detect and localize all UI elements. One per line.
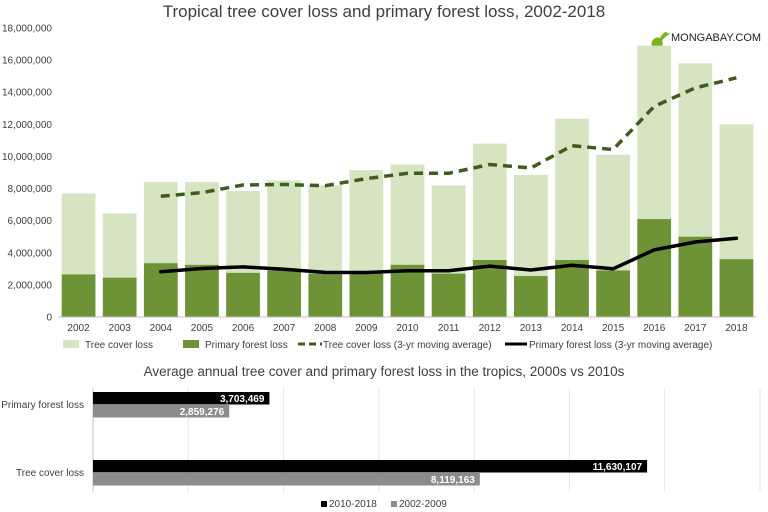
primary-forest-loss-bar [267, 270, 302, 317]
primary-forest-loss-bar [185, 264, 219, 317]
primary-forest-loss-bar [678, 236, 713, 317]
bar-2010-2018 [93, 392, 270, 405]
legend-label-primary-forest-loss: Primary forest loss [205, 340, 288, 351]
x-tick-label: 2002 [67, 323, 90, 334]
bar-2002-2009 [93, 473, 480, 486]
bottom-legend: 2010-2018 2002-2009 [321, 499, 447, 510]
bottom-bars: 3,703,469 2,859,276 11,630,107 8,119,163 [93, 392, 648, 486]
legend-swatch-tree-cover-loss [63, 340, 79, 348]
top-legend: Tree cover loss Primary forest loss Tree… [63, 340, 712, 351]
bar-2002-2009 [93, 405, 230, 418]
primary-forest-loss-bar [555, 260, 589, 317]
y-tick-label: 18,000,000 [2, 24, 52, 35]
category-label: Tree cover loss [16, 468, 84, 479]
tree-cover-loss-avg-line [160, 76, 737, 199]
primary-forest-loss-bar [61, 274, 96, 317]
legend-label-tree-cover-avg: Tree cover loss (3-yr moving average) [323, 340, 492, 351]
x-tick-label: 2005 [191, 323, 214, 334]
primary-forest-loss-bar [719, 259, 754, 317]
x-tick-label: 2016 [643, 323, 666, 334]
x-tick-label: 2017 [684, 323, 707, 334]
legend-label-2010-2018: 2010-2018 [329, 499, 377, 510]
data-label: 11,630,107 [593, 462, 643, 473]
x-tick-label: 2006 [232, 323, 255, 334]
top-y-axis: 0 2,000,000 4,000,000 6,000,000 8,000,000 10,… [2, 24, 53, 324]
data-label: 8,119,163 [431, 475, 475, 486]
primary-forest-loss-bar [349, 273, 384, 317]
top-x-axis: 2002 2003 2004 2005 2006 2007 2008 2009 2010 2011… [67, 323, 748, 334]
y-tick-label: 16,000,000 [2, 56, 52, 67]
primary-forest-loss-bar [431, 273, 466, 317]
y-tick-label: 8,000,000 [8, 184, 53, 195]
gecko-eye-icon [666, 30, 670, 34]
x-tick-label: 2011 [438, 323, 460, 334]
primary-forest-loss-bar [596, 270, 630, 317]
y-tick-label: 0 [46, 313, 52, 324]
x-tick-label: 2009 [355, 323, 378, 334]
y-tick-label: 10,000,000 [2, 152, 52, 163]
x-tick-label: 2007 [273, 323, 296, 334]
legend-swatch-2010-2018 [321, 501, 327, 507]
legend-label-2002-2009: 2002-2009 [399, 499, 447, 510]
legend-label-primary-avg: Primary forest loss (3-yr moving average… [529, 340, 712, 351]
y-tick-label: 6,000,000 [8, 216, 53, 227]
y-tick-label: 2,000,000 [8, 280, 53, 291]
y-tick-label: 12,000,000 [2, 120, 52, 131]
legend-swatch-2002-2009 [391, 501, 397, 507]
x-tick-label: 2018 [725, 323, 748, 334]
x-tick-label: 2015 [602, 323, 625, 334]
bottom-chart-title: Average annual tree cover and primary fo… [144, 364, 625, 379]
legend-label-tree-cover-loss: Tree cover loss [85, 340, 153, 351]
primary-forest-loss-avg-line [159, 236, 739, 275]
y-tick-label: 4,000,000 [8, 248, 53, 259]
moving-average-lines [159, 76, 739, 275]
chart-title: Tropical tree cover loss and primary for… [163, 2, 606, 21]
x-tick-label: 2010 [396, 323, 419, 334]
x-tick-label: 2013 [520, 323, 543, 334]
y-tick-label: 14,000,000 [2, 88, 52, 99]
primary-forest-loss-bar [637, 219, 672, 317]
x-tick-label: 2008 [314, 323, 337, 334]
primary-forest-loss-bar [390, 264, 425, 317]
data-label: 3,703,469 [220, 394, 265, 405]
primary-forest-loss-bars [61, 219, 754, 317]
bottom-category-labels: Primary forest loss Tree cover loss [1, 400, 84, 479]
primary-forest-loss-bar [513, 276, 548, 317]
primary-forest-loss-bar [102, 277, 137, 317]
x-tick-label: 2004 [150, 323, 173, 334]
gecko-icon [651, 31, 670, 48]
mongabay-logo: MONGABAY.COM [651, 30, 761, 48]
legend-swatch-primary-forest-loss [183, 340, 199, 348]
bar-2010-2018 [93, 460, 648, 473]
primary-forest-loss-bar [308, 273, 343, 317]
data-label: 2,859,276 [180, 407, 225, 418]
primary-forest-loss-bar [472, 260, 507, 317]
logo-text: MONGABAY.COM [671, 32, 761, 44]
x-tick-label: 2003 [109, 323, 132, 334]
primary-forest-loss-bar [226, 272, 260, 317]
category-label: Primary forest loss [1, 400, 84, 411]
x-tick-label: 2014 [561, 323, 584, 334]
x-tick-label: 2012 [479, 323, 502, 334]
